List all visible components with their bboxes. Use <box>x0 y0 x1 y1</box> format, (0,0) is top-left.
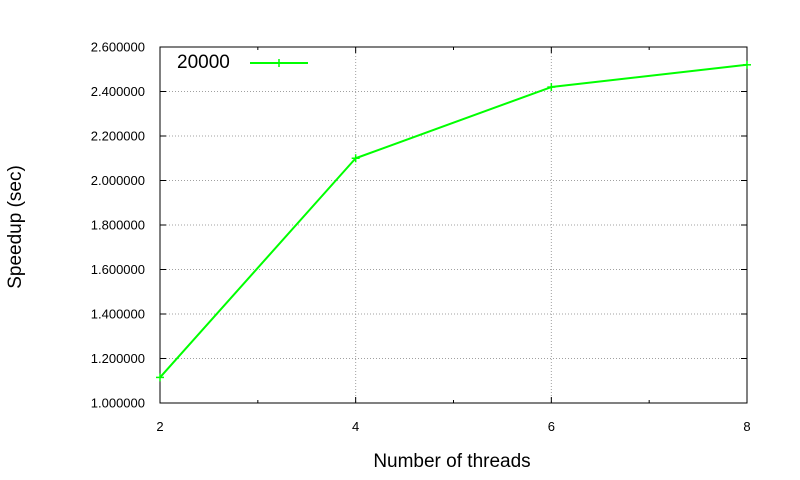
x-tick-label: 2 <box>156 419 163 434</box>
y-tick-label: 1.000000 <box>91 396 145 411</box>
x-tick-label: 4 <box>352 419 359 434</box>
grid-lines <box>160 47 747 403</box>
series-layer <box>156 60 751 382</box>
y-tick-label: 2.000000 <box>91 173 145 188</box>
x-axis-tick-labels: 2 4 6 8 <box>156 419 750 434</box>
y-tick-label: 2.600000 <box>91 40 145 55</box>
y-tick-label: 2.400000 <box>91 84 145 99</box>
y-tick-label: 2.200000 <box>91 129 145 144</box>
x-tick-label: 6 <box>548 419 555 434</box>
y-tick-label: 1.400000 <box>91 307 145 322</box>
y-axis-title: Speedup (sec) <box>5 165 26 289</box>
y-axis-tick-labels: 1.000000 1.200000 1.400000 1.600000 1.800000… <box>91 40 145 411</box>
data-point-marker <box>351 154 360 163</box>
legend-plus-marker <box>275 59 283 67</box>
data-point-marker <box>547 83 556 92</box>
data-point-marker <box>156 373 164 382</box>
y-tick-label: 1.600000 <box>91 262 145 277</box>
data-point-marker <box>743 60 751 69</box>
legend-label: 20000 <box>177 52 230 73</box>
series-line-20000 <box>159 63 748 379</box>
legend: 20000 <box>177 52 308 73</box>
x-tick-label: 8 <box>743 419 750 434</box>
legend-swatch-marker <box>275 59 283 67</box>
y-tick-label: 1.200000 <box>91 351 145 366</box>
y-tick-label: 1.800000 <box>91 218 145 233</box>
x-axis-title: Number of threads <box>373 451 530 472</box>
axis-ticks <box>159 46 748 404</box>
